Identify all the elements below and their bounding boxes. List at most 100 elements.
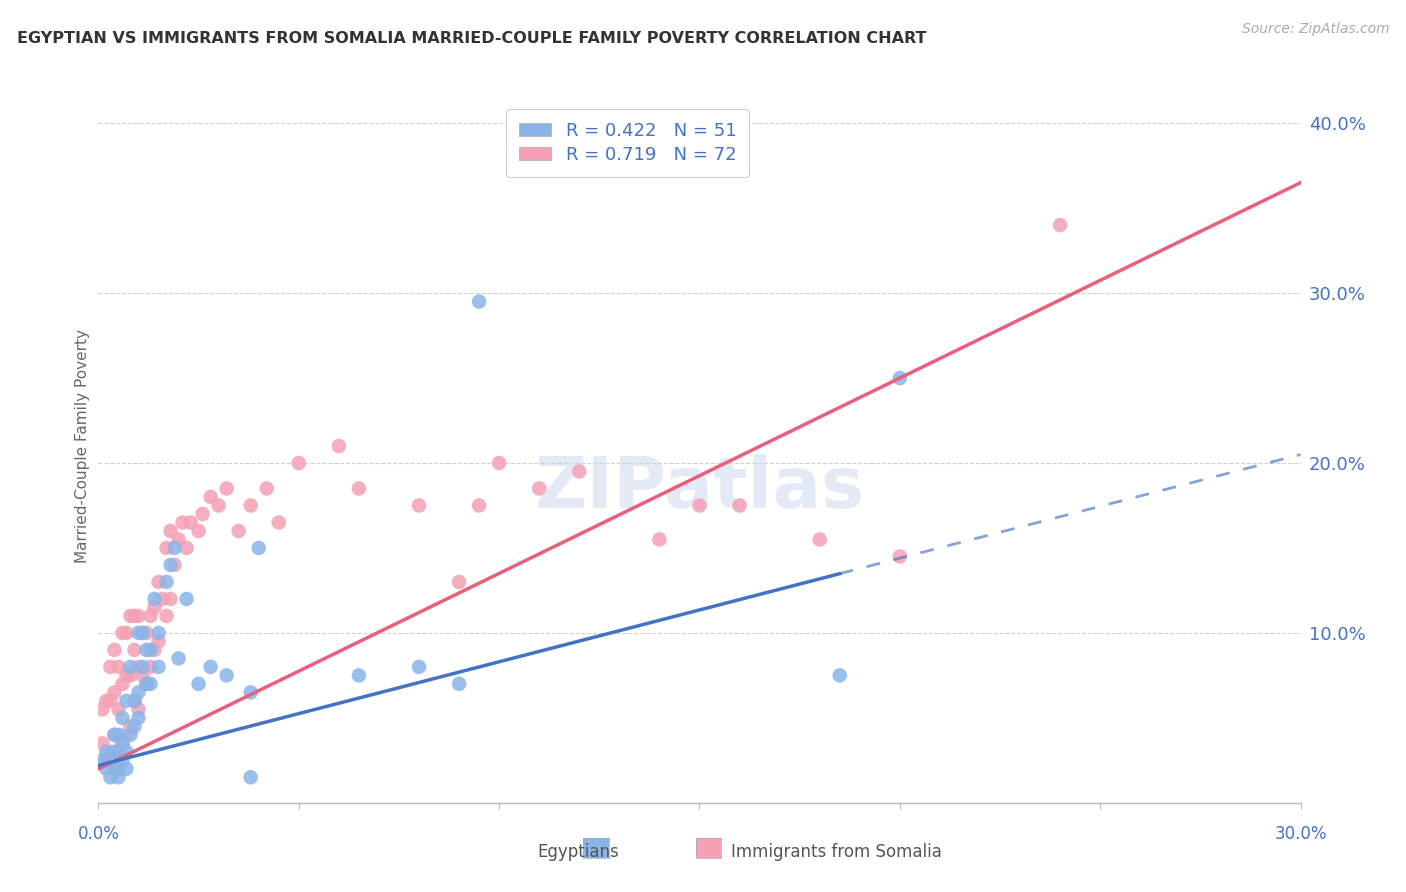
- Point: [96, 745, 118, 759]
- Point: [115, 728, 138, 742]
- Point: [111, 626, 134, 640]
- Y-axis label: Married-Couple Family Poverty: Married-Couple Family Poverty: [75, 329, 90, 563]
- Point: [96, 694, 118, 708]
- Point: [143, 591, 166, 606]
- Point: [239, 499, 262, 513]
- Point: [200, 490, 222, 504]
- Point: [288, 456, 311, 470]
- Point: [111, 736, 134, 750]
- Legend: R = 0.422   N = 51, R = 0.719   N = 72: R = 0.422 N = 51, R = 0.719 N = 72: [506, 109, 749, 177]
- Point: [889, 371, 911, 385]
- Point: [728, 499, 751, 513]
- Point: [128, 685, 150, 699]
- Point: [107, 702, 129, 716]
- Point: [143, 600, 166, 615]
- Point: [328, 439, 350, 453]
- Point: [107, 745, 129, 759]
- Point: [163, 558, 186, 572]
- Point: [468, 294, 491, 309]
- Point: [103, 728, 125, 742]
- Point: [120, 608, 142, 623]
- Point: [128, 608, 150, 623]
- Point: [131, 668, 153, 682]
- Point: [139, 660, 162, 674]
- Point: [191, 507, 214, 521]
- Point: [128, 626, 150, 640]
- Point: [488, 456, 510, 470]
- Point: [215, 482, 238, 496]
- Point: [239, 770, 262, 784]
- Point: [228, 524, 250, 538]
- Point: [347, 668, 370, 682]
- Point: [100, 770, 122, 784]
- Text: 0.0%: 0.0%: [77, 825, 120, 843]
- Point: [200, 660, 222, 674]
- Point: [100, 660, 122, 674]
- Point: [163, 541, 186, 555]
- Point: [468, 499, 491, 513]
- Point: [408, 660, 430, 674]
- Point: [131, 660, 153, 674]
- Point: [808, 533, 831, 547]
- Point: [100, 753, 122, 767]
- Text: EGYPTIAN VS IMMIGRANTS FROM SOMALIA MARRIED-COUPLE FAMILY POVERTY CORRELATION CH: EGYPTIAN VS IMMIGRANTS FROM SOMALIA MARR…: [17, 31, 927, 46]
- Point: [107, 762, 129, 776]
- Point: [107, 745, 129, 759]
- Point: [159, 558, 181, 572]
- Text: Source: ZipAtlas.com: Source: ZipAtlas.com: [1241, 22, 1389, 37]
- Point: [648, 533, 671, 547]
- Point: [103, 685, 125, 699]
- Point: [267, 516, 290, 530]
- Point: [124, 643, 146, 657]
- Point: [208, 499, 231, 513]
- Point: [135, 626, 157, 640]
- Point: [103, 762, 125, 776]
- Point: [135, 677, 157, 691]
- Point: [115, 694, 138, 708]
- Point: [128, 660, 150, 674]
- Point: [115, 626, 138, 640]
- Point: [107, 660, 129, 674]
- Point: [256, 482, 278, 496]
- Point: [139, 677, 162, 691]
- Point: [111, 711, 134, 725]
- Point: [107, 728, 129, 742]
- Text: Immigrants from Somalia: Immigrants from Somalia: [731, 843, 942, 861]
- Point: [96, 762, 118, 776]
- Point: [408, 499, 430, 513]
- Point: [135, 677, 157, 691]
- Point: [187, 524, 209, 538]
- Point: [139, 643, 162, 657]
- Point: [347, 482, 370, 496]
- Point: [120, 728, 142, 742]
- Point: [120, 660, 142, 674]
- Point: [148, 660, 170, 674]
- Point: [148, 626, 170, 640]
- Point: [529, 482, 551, 496]
- Text: ZIPatlas: ZIPatlas: [534, 454, 865, 524]
- Point: [159, 591, 181, 606]
- Point: [128, 711, 150, 725]
- Point: [568, 465, 591, 479]
- Point: [103, 643, 125, 657]
- Point: [172, 516, 194, 530]
- Point: [215, 668, 238, 682]
- Point: [91, 736, 114, 750]
- Point: [120, 668, 142, 682]
- Point: [176, 591, 198, 606]
- Point: [176, 541, 198, 555]
- Point: [447, 574, 470, 589]
- Point: [124, 719, 146, 733]
- Point: [167, 533, 190, 547]
- Point: [128, 702, 150, 716]
- Point: [135, 643, 157, 657]
- Text: 30.0%: 30.0%: [1274, 825, 1327, 843]
- Point: [115, 762, 138, 776]
- Point: [111, 736, 134, 750]
- Point: [115, 745, 138, 759]
- Point: [91, 753, 114, 767]
- Point: [139, 608, 162, 623]
- Point: [100, 694, 122, 708]
- Point: [124, 694, 146, 708]
- Point: [187, 677, 209, 691]
